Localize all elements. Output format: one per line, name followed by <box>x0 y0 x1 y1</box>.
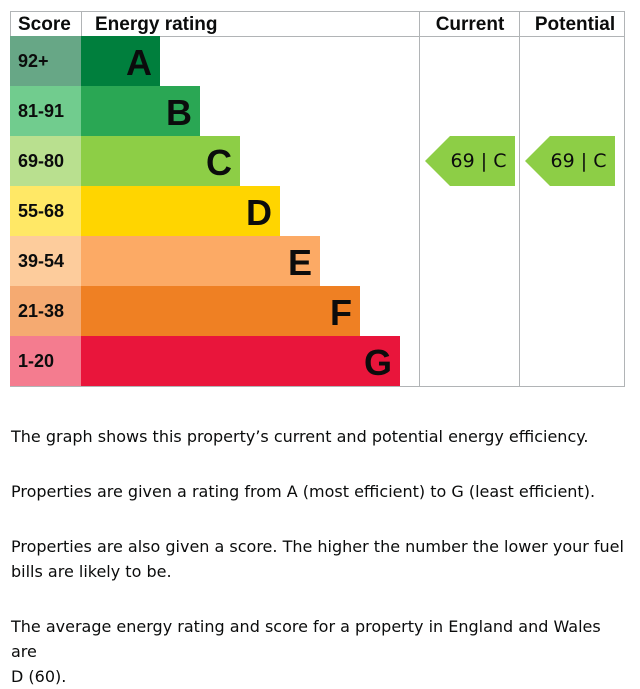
score-cell-g <box>10 336 81 386</box>
band-bar-a <box>81 36 160 86</box>
current-rating-marker: 69 | C <box>425 136 515 186</box>
potential-marker-label: 69 | C <box>551 150 607 172</box>
potential-header: Potential <box>535 14 615 35</box>
description-average-line-1: The average energy rating and score for … <box>11 617 601 661</box>
band-letter-a: A <box>126 42 152 83</box>
description-average-line-2: D (60). <box>11 667 67 686</box>
header-row: Score Energy rating Current Potential <box>18 14 615 35</box>
band-letter-b: B <box>166 92 192 133</box>
score-range-c: 69-80 <box>18 151 64 171</box>
score-cell-a <box>10 36 81 86</box>
energy-rating-header: Energy rating <box>95 14 217 35</box>
band-row-b: 81-91 B <box>10 86 200 136</box>
band-letter-d: D <box>246 192 272 233</box>
score-cell-f <box>10 286 81 336</box>
score-cell-b <box>10 86 81 136</box>
description-score: Properties are also given a score. The h… <box>11 534 631 584</box>
band-letter-c: C <box>206 142 232 183</box>
score-header: Score <box>18 14 71 35</box>
score-cell-c <box>10 136 81 186</box>
potential-marker-arrow <box>525 136 615 186</box>
band-bar-b <box>81 86 200 136</box>
current-header: Current <box>436 14 505 35</box>
score-range-b: 81-91 <box>18 101 64 121</box>
score-range-a: 92+ <box>18 51 49 71</box>
band-row-d: 55-68 D <box>10 186 280 236</box>
band-row-c: 69-80 C <box>10 136 240 186</box>
score-cell-d <box>10 186 81 236</box>
current-marker-arrow <box>425 136 515 186</box>
score-cell-e <box>10 236 81 286</box>
current-marker-label: 69 | C <box>451 150 507 172</box>
band-letter-e: E <box>288 242 312 283</box>
band-letter-f: F <box>330 292 352 333</box>
score-range-g: 1-20 <box>18 351 54 371</box>
score-range-d: 55-68 <box>18 201 64 221</box>
description-score-line-1: Properties are also given a score. The h… <box>11 537 624 556</box>
description-average: The average energy rating and score for … <box>11 614 631 689</box>
band-row-g: 1-20 G <box>10 336 400 386</box>
description-ratings: Properties are given a rating from A (mo… <box>11 482 596 501</box>
score-range-f: 21-38 <box>18 301 64 321</box>
band-row-a: 92+ A <box>10 36 160 86</box>
band-bar-f <box>81 286 360 336</box>
score-range-e: 39-54 <box>18 251 64 271</box>
band-bar-e <box>81 236 320 286</box>
band-row-e: 39-54 E <box>10 236 320 286</box>
energy-rating-chart: Score Energy rating Current Potential 92… <box>10 11 625 387</box>
band-letter-g: G <box>364 342 392 383</box>
rating-bands: 92+ A 81-91 B 69-80 C 55-68 D 39-54 E 21-38 F 1-20 G <box>10 36 400 386</box>
band-bar-d <box>81 186 280 236</box>
potential-rating-marker: 69 | C <box>525 136 615 186</box>
rating-markers: 69 | C 69 | C <box>425 136 615 186</box>
description-graph: The graph shows this property’s current … <box>11 427 589 446</box>
band-bar-g <box>81 336 400 386</box>
band-bar-c <box>81 136 240 186</box>
description-score-line-2: bills are likely to be. <box>11 562 172 581</box>
band-row-f: 21-38 F <box>10 286 360 336</box>
